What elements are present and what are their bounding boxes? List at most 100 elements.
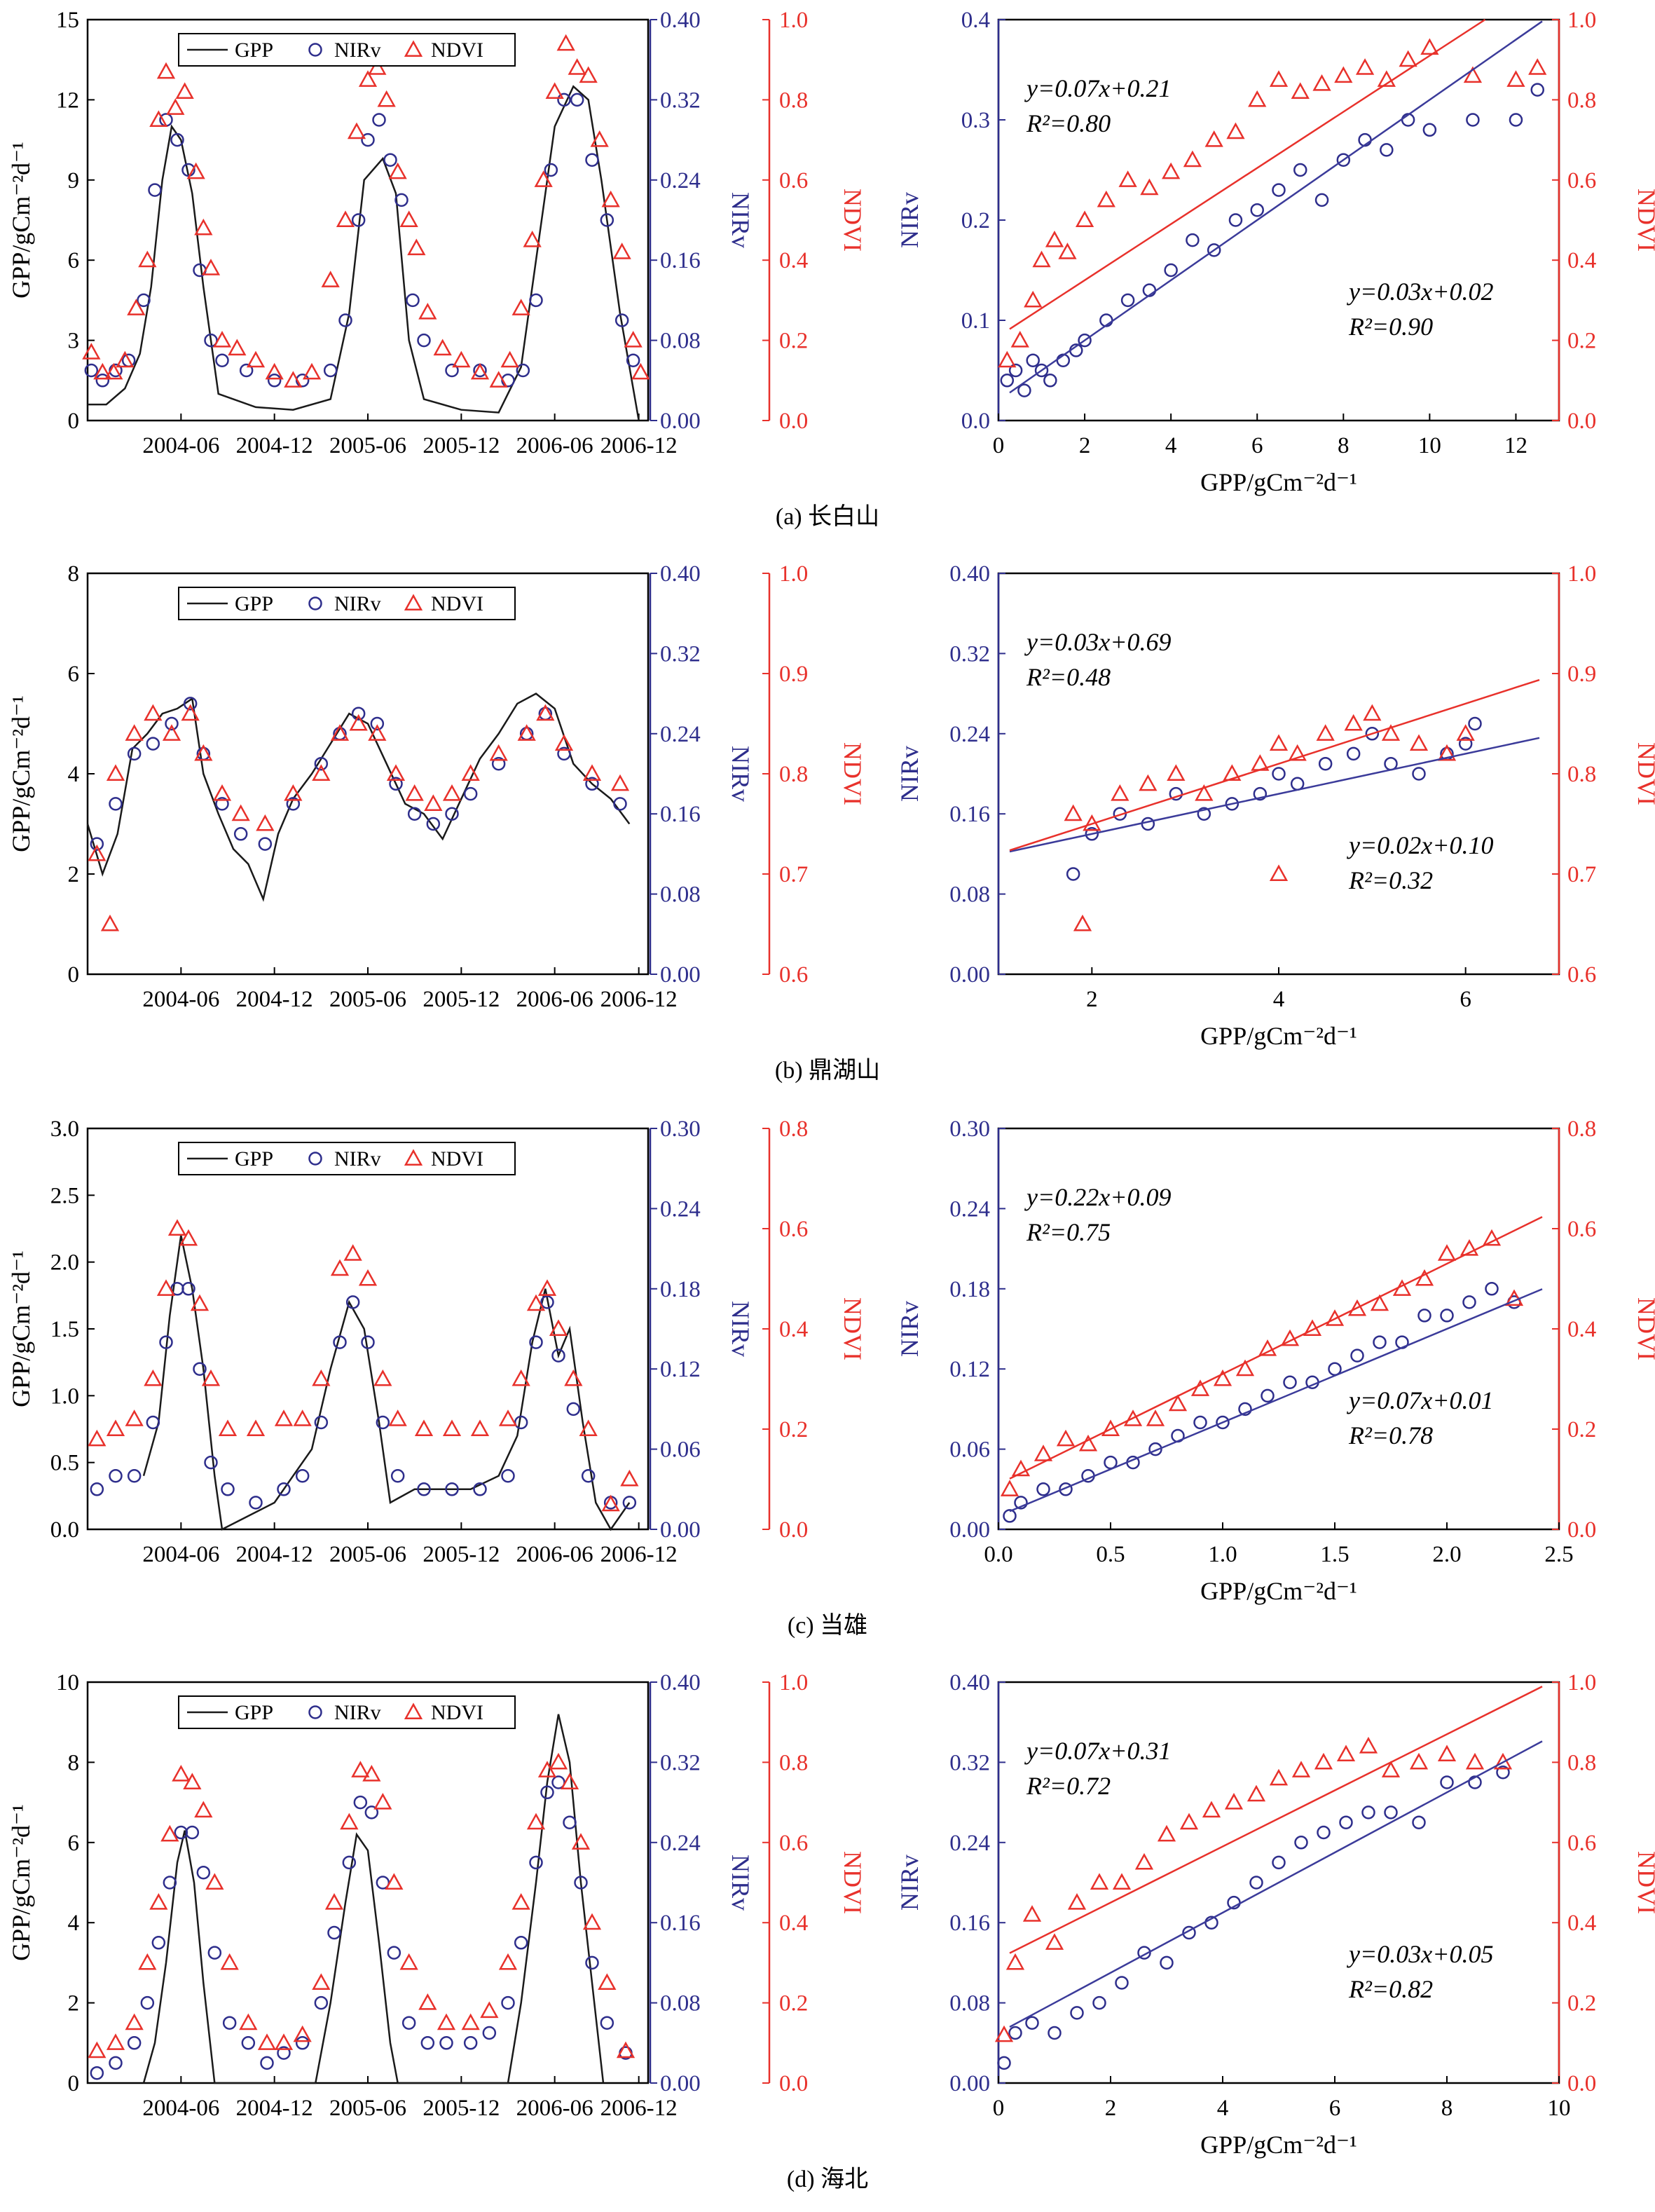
nirv-point <box>1350 1349 1364 1363</box>
nirv-point <box>613 797 627 811</box>
ndvi-point <box>517 724 536 741</box>
ndvi-point <box>545 82 564 100</box>
nirv-point <box>196 1865 211 1880</box>
nirv-point <box>1272 183 1286 197</box>
nirv-point <box>482 2026 497 2040</box>
x-tick-label: 2004-12 <box>236 433 313 458</box>
nirv-point <box>566 1402 581 1416</box>
ndvi-point <box>1213 1369 1232 1386</box>
ndvi-point <box>201 259 221 275</box>
nirv-tick-label: 0.08 <box>949 1991 990 2016</box>
ndvi-point <box>1090 1873 1109 1890</box>
x-tick-label: 2005-06 <box>329 987 406 1012</box>
nirv-point <box>529 293 543 308</box>
ndvi-point <box>284 371 303 388</box>
ndvi-point <box>212 331 232 348</box>
x-tick-label: 4 <box>1217 2096 1229 2121</box>
y-tick-label: 0.0 <box>50 1517 79 1543</box>
ndvi-point <box>554 734 574 751</box>
ndvi-point <box>1033 1445 1053 1461</box>
ndvi-point <box>138 1953 157 1970</box>
ndvi-point <box>190 1294 210 1311</box>
ndvi-point <box>212 784 232 801</box>
ndvi-point <box>166 98 185 115</box>
nirv-point <box>1293 163 1307 177</box>
ndvi-axis-label: NDVI <box>1633 189 1655 252</box>
ndvi-point <box>1269 734 1289 751</box>
ndvi-point <box>1355 58 1375 75</box>
x-tick-label: 8 <box>1338 433 1350 458</box>
ndvi-point <box>418 1993 437 2010</box>
nirv-point <box>146 1415 160 1430</box>
x-tick-label: 2004-06 <box>142 433 219 458</box>
nirv-point <box>514 1415 528 1430</box>
ndvi-point <box>106 1419 125 1437</box>
ndvi-point <box>156 62 176 79</box>
nirv-point <box>361 1335 375 1349</box>
y-tick-label: 0 <box>68 2071 80 2096</box>
nirv-tick-label: 0.12 <box>949 1357 990 1382</box>
ndvi-tick-label: 0.7 <box>1567 862 1596 887</box>
gpp-series-line <box>142 1235 631 1531</box>
nirv-point <box>109 1468 123 1483</box>
nirv-tick-label: 0.08 <box>660 329 701 354</box>
nirv-point <box>295 1468 310 1483</box>
ndvi-point <box>1381 1761 1401 1777</box>
ndvi-point <box>377 90 396 107</box>
ndvi-point <box>138 250 157 268</box>
nirv-point <box>1272 1855 1286 1870</box>
ndvi-point <box>88 1429 107 1447</box>
ndvi-point <box>88 844 107 861</box>
panel-caption: (c) 当雄 <box>788 1612 867 1639</box>
x-tick-label: 2004-12 <box>236 1542 313 1567</box>
nirv-point <box>1216 1415 1230 1430</box>
ndvi-point <box>1183 150 1202 168</box>
ndvi-point <box>144 1369 163 1386</box>
nirv-point <box>193 1362 207 1376</box>
nirv-fit-equation: y=0.07x+0.01 <box>1347 1386 1494 1414</box>
y-tick-label: 2 <box>68 1991 80 2016</box>
x-tick-label: 2 <box>1079 433 1091 458</box>
nirv-tick-label: 0.24 <box>660 722 701 747</box>
nirv-tick-label: 0.24 <box>660 1196 701 1222</box>
ndvi-fit-equation: y=0.07x+0.31 <box>1024 1737 1172 1765</box>
y-tick-label: 1.0 <box>50 1384 79 1409</box>
ndvi-point <box>149 110 168 128</box>
ndvi-point <box>172 1764 191 1782</box>
ndvi-point <box>201 1369 221 1386</box>
circle-icon <box>308 43 322 57</box>
ndvi-point <box>274 2033 294 2050</box>
nirv-point <box>514 1936 528 1950</box>
nirv-point <box>544 163 558 177</box>
nirv-point <box>1085 827 1099 841</box>
ndvi-point <box>265 362 284 380</box>
ndvi-point <box>347 122 366 139</box>
nirv-point <box>295 2036 310 2050</box>
ndvi-tick-label: 0.2 <box>1567 1991 1596 2016</box>
ndvi-point <box>511 1893 530 1910</box>
ndvi-point <box>1409 1752 1429 1770</box>
x-tick-label: 2006-06 <box>516 2096 593 2121</box>
nirv-point <box>1148 1442 1162 1456</box>
nirv-tick-label: 0.00 <box>949 1517 990 1543</box>
nirv-point <box>222 2016 237 2030</box>
nirv-point <box>1186 233 1200 247</box>
panel-caption: (a) 长白山 <box>776 503 879 530</box>
nirv-point <box>109 797 123 811</box>
ndvi-point <box>534 170 553 187</box>
nirv-tick-label: 0.08 <box>660 1991 701 2016</box>
ndvi-point <box>246 1419 266 1437</box>
nirv-tick-label: 0.32 <box>660 88 701 113</box>
ndvi-point <box>470 1419 490 1437</box>
ndvi-fit-line <box>1009 678 1540 852</box>
ndvi-point <box>1437 744 1457 761</box>
ndvi-point <box>1056 1429 1076 1447</box>
nirv-point <box>258 837 273 851</box>
nirv-point <box>445 363 459 378</box>
scatter-a: 0.0 0.1 0.2 0.3 0.4 NIRv 0.0 0.2 0.4 0.6 0.8 1.0 NDV… <box>895 8 1655 496</box>
ndvi-tick-label: 0.6 <box>1567 1831 1596 1856</box>
x-tick-label: 2006-12 <box>600 2096 678 2121</box>
nirv-tick-label: 0.30 <box>949 1117 990 1142</box>
ndvi-point <box>1111 784 1129 801</box>
ndvi-point <box>194 1801 213 1818</box>
